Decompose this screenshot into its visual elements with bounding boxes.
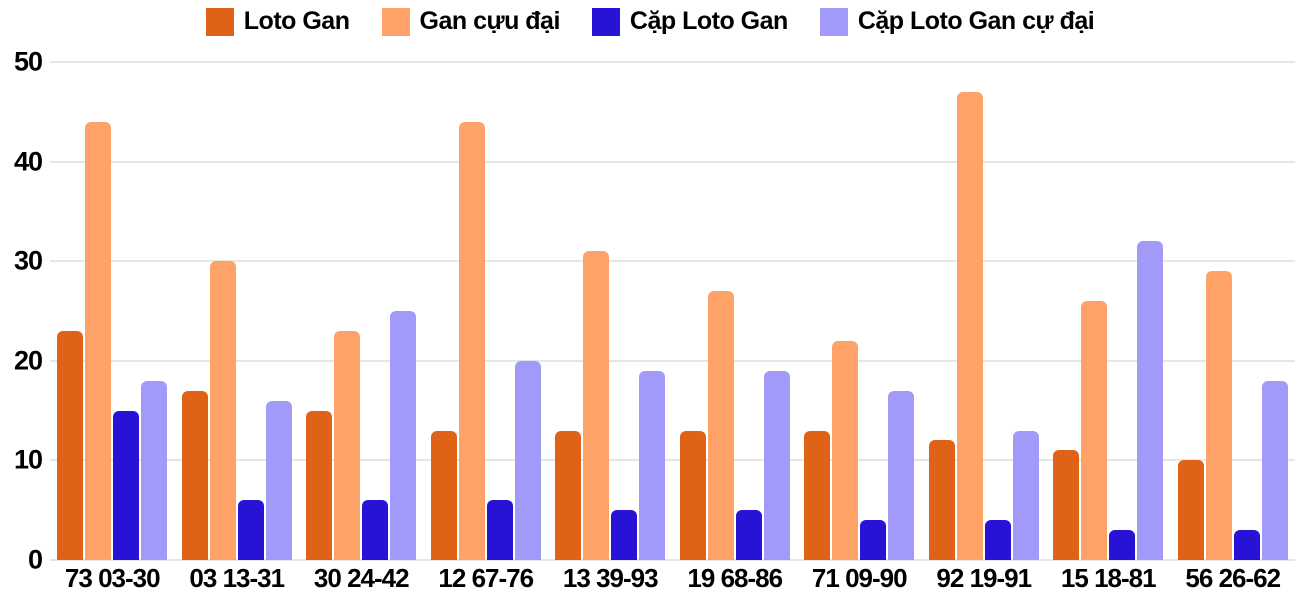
bar-loto-gan bbox=[679, 430, 706, 560]
bar-cap-loto-gan-cu-dai bbox=[763, 370, 790, 560]
bar-gan-cuu-dai bbox=[1205, 271, 1232, 560]
y-tick-label-20: 20 bbox=[13, 345, 43, 376]
bar-loto-gan bbox=[430, 430, 457, 560]
bar-cap-loto-gan-cu-dai bbox=[1012, 430, 1039, 560]
bar-gan-cuu-dai bbox=[583, 251, 610, 560]
y-tick-label-50: 50 bbox=[13, 46, 43, 77]
bar-group-5 bbox=[548, 62, 673, 560]
x-label-1: 73 03-30 bbox=[64, 563, 161, 593]
x-label-5: 13 39-93 bbox=[562, 563, 659, 593]
bar-cap-loto-gan-cu-dai bbox=[1137, 241, 1164, 560]
bar-loto-gan bbox=[1053, 450, 1080, 560]
bar-gan-cuu-dai bbox=[707, 291, 734, 560]
x-label-8: 92 19-91 bbox=[936, 563, 1032, 593]
legend-swatch-loto-gan bbox=[205, 7, 234, 36]
bar-gan-cuu-dai bbox=[85, 121, 112, 560]
y-tick-label-40: 40 bbox=[13, 146, 43, 177]
bar-cap-loto-gan-cu-dai bbox=[639, 370, 666, 560]
y-axis: 0 10 20 30 40 50 bbox=[0, 48, 43, 573]
bar-groups bbox=[50, 62, 1295, 560]
x-axis: 73 03-30 03 13-31 30 24-42 12 67-76 13 39-93… bbox=[50, 564, 1295, 598]
bar-group-7 bbox=[797, 62, 922, 560]
legend-swatch-gan-cuu-dai bbox=[381, 7, 410, 36]
bar-group-6 bbox=[673, 62, 798, 560]
bar-loto-gan bbox=[555, 430, 582, 560]
bar-group-9 bbox=[1046, 62, 1171, 560]
bar-cap-loto-gan bbox=[1233, 530, 1260, 560]
bar-gan-cuu-dai bbox=[832, 340, 859, 560]
x-label-4: 12 67-76 bbox=[438, 563, 534, 593]
legend-item-cap-loto-gan-cu-dai: Cặp Loto Gan cự đại bbox=[819, 7, 1095, 36]
x-label-2: 03 13-31 bbox=[189, 563, 285, 593]
bar-group-8 bbox=[922, 62, 1047, 560]
bar-cap-loto-gan bbox=[611, 510, 638, 560]
bar-loto-gan bbox=[1177, 460, 1204, 560]
bar-group-3 bbox=[299, 62, 424, 560]
bar-cap-loto-gan bbox=[486, 500, 513, 560]
bar-cap-loto-gan-cu-dai bbox=[888, 390, 915, 560]
bar-gan-cuu-dai bbox=[1081, 301, 1108, 560]
bar-cap-loto-gan bbox=[860, 520, 887, 560]
bar-gan-cuu-dai bbox=[209, 261, 236, 560]
y-tick-label-10: 10 bbox=[13, 444, 43, 475]
bar-cap-loto-gan bbox=[984, 520, 1011, 560]
plot-area bbox=[50, 61, 1295, 561]
bar-gan-cuu-dai bbox=[458, 121, 485, 560]
legend-item-cap-loto-gan: Cặp Loto Gan bbox=[591, 7, 788, 36]
x-label-9: 15 18-81 bbox=[1060, 563, 1157, 593]
bar-cap-loto-gan-cu-dai bbox=[141, 380, 168, 560]
x-label-3: 30 24-42 bbox=[313, 563, 410, 593]
bar-cap-loto-gan bbox=[735, 510, 762, 560]
bar-group-4 bbox=[424, 62, 549, 560]
bar-cap-loto-gan bbox=[362, 500, 389, 560]
y-tick-label-0: 0 bbox=[27, 544, 43, 575]
gridline-30 bbox=[50, 260, 1295, 263]
bar-group-2 bbox=[175, 62, 300, 560]
bar-cap-loto-gan-cu-dai bbox=[1261, 380, 1288, 560]
bar-cap-loto-gan-cu-dai bbox=[514, 360, 541, 560]
gridline-20 bbox=[50, 359, 1295, 362]
legend-label-gan-cuu-dai: Gan cựu đại bbox=[419, 7, 561, 35]
x-label-7: 71 09-90 bbox=[811, 563, 908, 593]
bar-loto-gan bbox=[804, 430, 831, 560]
bar-group-1 bbox=[50, 62, 175, 560]
bar-loto-gan bbox=[928, 440, 955, 560]
bar-cap-loto-gan-cu-dai bbox=[390, 311, 417, 560]
bar-loto-gan bbox=[181, 390, 208, 560]
legend-label-loto-gan: Loto Gan bbox=[243, 7, 350, 35]
x-label-10: 56 26-62 bbox=[1185, 563, 1281, 593]
bar-cap-loto-gan bbox=[113, 410, 140, 560]
legend-label-cap-loto-gan-cu-dai: Cặp Loto Gan cự đại bbox=[857, 7, 1095, 35]
bar-cap-loto-gan bbox=[1109, 530, 1136, 560]
gridline-0 bbox=[50, 559, 1295, 561]
x-label-6: 19 68-86 bbox=[687, 563, 783, 593]
bar-group-10 bbox=[1171, 62, 1296, 560]
gridline-10 bbox=[50, 459, 1295, 462]
legend-swatch-cap-loto-gan-cu-dai bbox=[819, 7, 848, 36]
bar-cap-loto-gan bbox=[237, 500, 264, 560]
legend-item-gan-cuu-dai: Gan cựu đại bbox=[381, 7, 561, 36]
bar-cap-loto-gan-cu-dai bbox=[265, 400, 292, 560]
y-tick-label-30: 30 bbox=[13, 245, 43, 276]
legend-swatch-cap-loto-gan bbox=[591, 7, 620, 36]
chart-legend: Loto Gan Gan cựu đại Cặp Loto Gan Cặp Loto … bbox=[0, 7, 1300, 36]
bar-loto-gan bbox=[306, 410, 333, 560]
legend-label-cap-loto-gan: Cặp Loto Gan bbox=[629, 7, 788, 35]
gridline-50 bbox=[50, 61, 1295, 63]
bar-loto-gan bbox=[57, 330, 84, 560]
gridline-40 bbox=[50, 160, 1295, 163]
bar-gan-cuu-dai bbox=[334, 330, 361, 560]
bar-gan-cuu-dai bbox=[956, 91, 983, 560]
legend-item-loto-gan: Loto Gan bbox=[205, 7, 350, 36]
